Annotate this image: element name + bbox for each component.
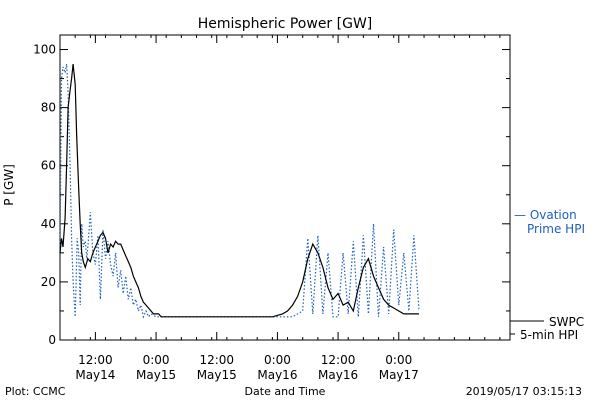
series-ovation-prime-hpi xyxy=(59,63,420,319)
x-tick-time-2: 12:00 xyxy=(199,353,234,367)
y-tick-label-20: 20 xyxy=(41,275,56,289)
x-tick-date-3: May16 xyxy=(257,368,297,382)
legend-ovation-line2: Prime HPI xyxy=(527,222,585,236)
x-tick-time-1: 0:00 xyxy=(143,353,170,367)
y-tick-label-40: 40 xyxy=(41,217,56,231)
x-tick-time-0: 12:00 xyxy=(78,353,113,367)
x-tick-date-0: May14 xyxy=(75,368,115,382)
series-swpc xyxy=(59,63,419,318)
y-tick-label-60: 60 xyxy=(41,159,56,173)
x-tick-date-1: May15 xyxy=(136,368,176,382)
y-axis: 0 20 40 60 80 100 xyxy=(33,43,510,347)
x-tick-time-3: 0:00 xyxy=(264,353,291,367)
y-tick-label-0: 0 xyxy=(48,333,56,347)
series-group xyxy=(59,63,420,319)
legend-ovation-line1: — Ovation xyxy=(514,208,577,222)
footer-right: 2019/05/17 03:15:13 xyxy=(466,385,582,398)
x-axis: 12:00May140:00May1512:00May150:00May1612… xyxy=(59,35,501,382)
footer-left: Plot: CCMC xyxy=(5,385,66,398)
y-axis-label: P [GW] xyxy=(2,164,16,206)
x-tick-time-4: 12:00 xyxy=(321,353,356,367)
x-tick-date-4: May16 xyxy=(318,368,358,382)
chart-title: Hemispheric Power [GW] xyxy=(198,16,373,32)
legend-5min: 5-min HPI xyxy=(520,328,578,342)
y-tick-label-80: 80 xyxy=(41,101,56,115)
x-tick-date-5: May17 xyxy=(379,368,419,382)
legend-swpc: SWPC xyxy=(549,315,584,329)
x-tick-time-5: 0:00 xyxy=(385,353,412,367)
y-tick-label-100: 100 xyxy=(33,43,56,57)
plot-frame xyxy=(59,34,511,341)
x-tick-date-2: May15 xyxy=(197,368,237,382)
footer-center: Date and Time xyxy=(245,385,326,398)
